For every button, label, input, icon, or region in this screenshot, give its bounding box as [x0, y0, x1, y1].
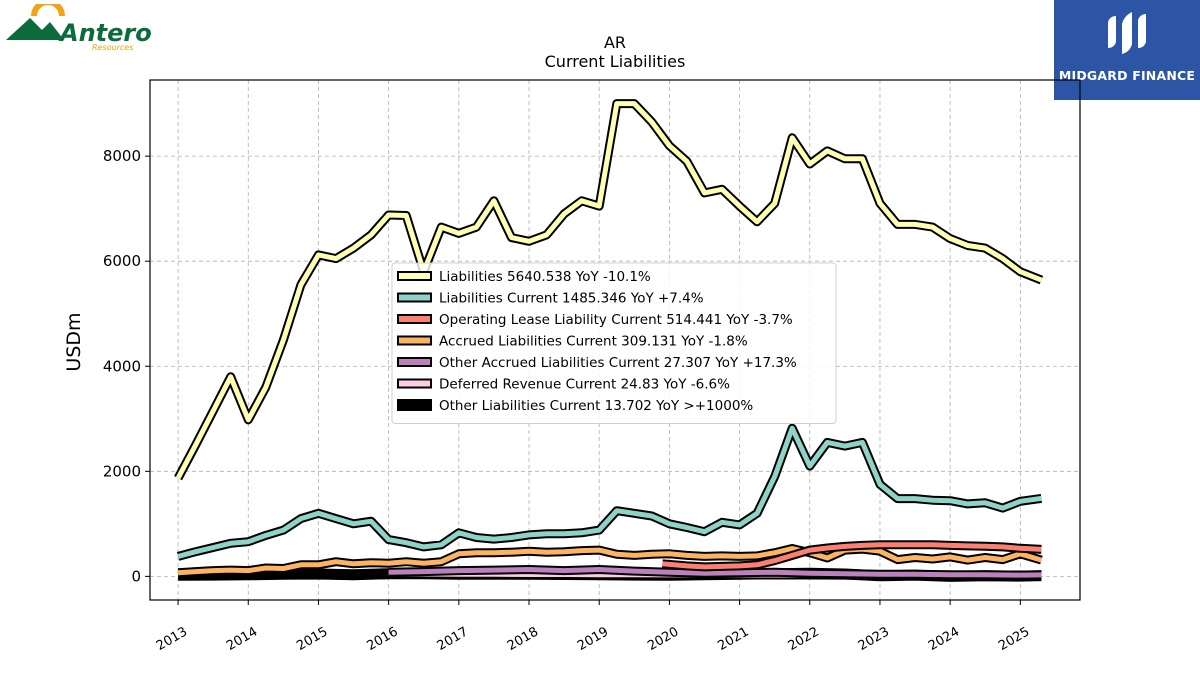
legend-swatch — [397, 399, 432, 411]
series-1 — [176, 423, 1043, 561]
x-tick-label: 2025 — [996, 624, 1032, 654]
series-line — [177, 425, 1042, 559]
x-tick-label: 2013 — [154, 624, 190, 654]
y-axis-ticks: 0 2000 4000 6000 8000 — [103, 147, 150, 585]
logo-mountain — [6, 18, 64, 40]
midgard-finance-logo: MIDGARD FINANCE — [1054, 0, 1200, 100]
logo-mark-left-bar — [1108, 16, 1116, 48]
logo-brand-text: Antero — [58, 19, 152, 47]
legend-swatch — [397, 314, 432, 324]
legend-swatch — [397, 335, 432, 346]
midgard-brand-text: MIDGARD FINANCE — [1058, 68, 1196, 83]
legend-entry: Other Liabilities Current 13.702 YoY >+1… — [439, 398, 753, 414]
series-outline — [176, 423, 1043, 561]
legend-entry: Accrued Liabilities Current 309.131 YoY … — [439, 334, 748, 350]
y-tick-label: 8000 — [103, 147, 141, 165]
series-3 — [177, 544, 1043, 578]
series-4 — [388, 565, 1042, 580]
legend-box — [391, 262, 837, 424]
chart-subtitle: Current Liabilities — [545, 52, 686, 71]
series-line — [662, 542, 1042, 570]
x-tick-label: 2016 — [364, 624, 400, 654]
logo-mark-center-bar — [1122, 12, 1132, 54]
legend-swatch — [397, 357, 432, 367]
series-2 — [662, 540, 1042, 572]
x-tick-label: 2017 — [435, 624, 471, 654]
x-tick-label: 2019 — [575, 624, 611, 654]
x-axis-ticks: 2013 2014 2015 2016 2017 2018 2019 2020 2021 2022… — [154, 600, 1032, 654]
x-tick-label: 2021 — [715, 624, 751, 654]
legend-entry: Operating Lease Liability Current 514.44… — [439, 312, 793, 328]
legend: Liabilities 5640.538 YoY -10.1% Liabiliti… — [391, 262, 837, 424]
series-0 — [174, 99, 1044, 481]
x-tick-label: 2015 — [294, 624, 330, 654]
x-tick-label: 2023 — [856, 624, 892, 654]
x-tick-label: 2020 — [645, 624, 681, 654]
series-line — [388, 567, 1042, 578]
legend-entry: Liabilities 5640.538 YoY -10.1% — [439, 269, 651, 285]
data-series — [174, 99, 1044, 582]
x-tick-label: 2022 — [786, 624, 822, 654]
antero-logo-mark: Antero Resources — [6, 0, 152, 52]
series-line — [175, 101, 1043, 480]
x-tick-label: 2024 — [926, 624, 962, 654]
y-tick-label: 0 — [131, 567, 141, 585]
legend-entry: Liabilities Current 1485.346 YoY +7.4% — [439, 291, 704, 307]
chart-title: AR — [604, 33, 626, 52]
legend-entry: Deferred Revenue Current 24.83 YoY -6.6% — [439, 377, 730, 393]
antero-logo: Antero Resources — [4, 0, 154, 54]
y-axis-label: USDm — [63, 312, 85, 371]
y-tick-label: 4000 — [103, 357, 141, 375]
legend-entry: Other Accrued Liabilities Current 27.307… — [439, 355, 797, 371]
y-tick-label: 6000 — [103, 252, 141, 270]
x-tick-label: 2018 — [505, 624, 541, 654]
logo-sub-text: Resources — [92, 43, 133, 52]
legend-swatch — [397, 292, 432, 303]
plot-frame — [149, 79, 1081, 601]
x-tick-label: 2014 — [224, 624, 260, 654]
legend-swatch — [397, 378, 432, 389]
legend-swatch — [397, 271, 432, 281]
midgard-logo-mark — [1108, 12, 1146, 54]
y-tick-label: 2000 — [103, 462, 141, 480]
logo-mark-right-bar — [1138, 14, 1146, 48]
series-line — [177, 546, 1043, 576]
